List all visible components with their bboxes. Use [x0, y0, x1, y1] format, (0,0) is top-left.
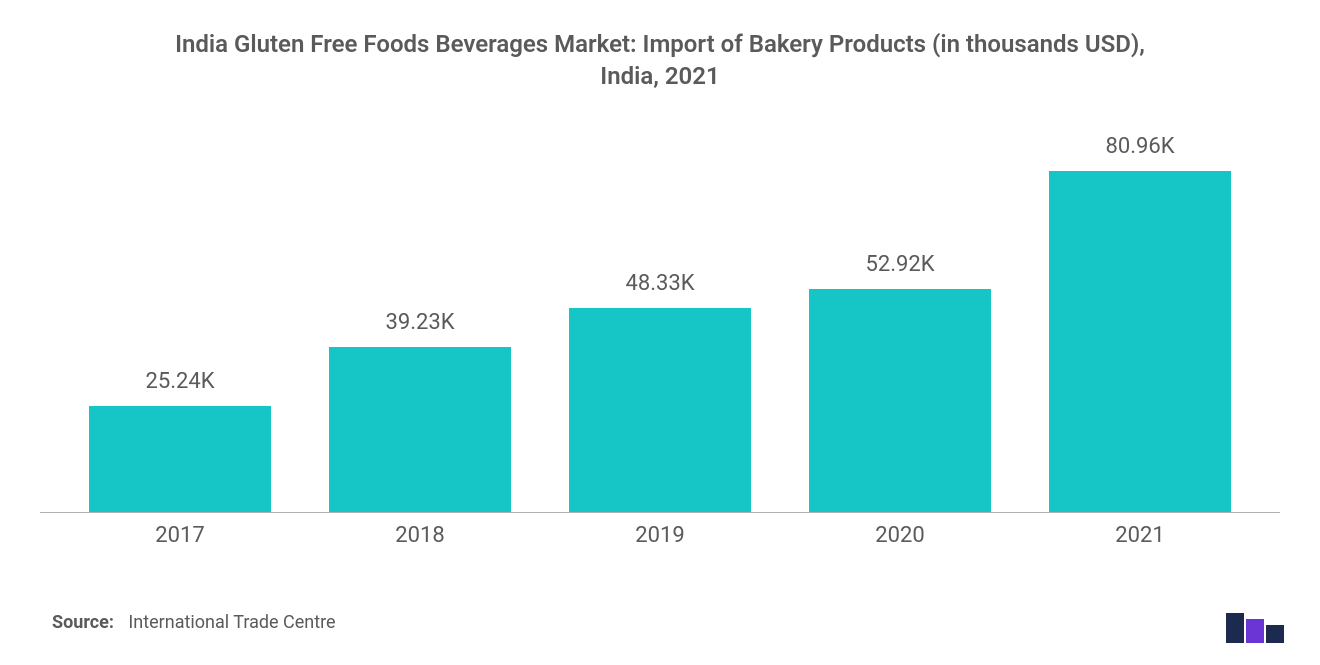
- bar-value-label: 48.33K: [625, 271, 694, 296]
- bar: [569, 308, 751, 512]
- bar-group: 80.96K: [1020, 133, 1260, 512]
- logo-bar-2: [1246, 619, 1264, 643]
- x-axis-label: 2021: [1020, 523, 1260, 548]
- bar-value-label: 80.96K: [1105, 134, 1174, 159]
- source-label: Source:: [52, 612, 114, 633]
- source-line: Source: International Trade Centre: [52, 612, 336, 633]
- logo-bar-1: [1226, 613, 1244, 643]
- bar: [1049, 171, 1231, 512]
- x-axis-label: 2018: [300, 523, 540, 548]
- x-axis-label: 2017: [60, 523, 300, 548]
- x-axis-label: 2020: [780, 523, 1020, 548]
- bar-group: 39.23K: [300, 133, 540, 512]
- bar: [809, 289, 991, 512]
- bar-group: 52.92K: [780, 133, 1020, 512]
- bar-group: 25.24K: [60, 133, 300, 512]
- plot-area: 25.24K 39.23K 48.33K 52.92K 80.96K: [40, 133, 1280, 513]
- bar-group: 48.33K: [540, 133, 780, 512]
- bar: [329, 347, 511, 512]
- bar-value-label: 25.24K: [145, 369, 214, 394]
- x-axis-labels: 20172018201920202021: [40, 513, 1280, 548]
- chart-title-line1: India Gluten Free Foods Beverages Market…: [175, 30, 1145, 58]
- bar-value-label: 39.23K: [385, 310, 454, 335]
- chart-title: India Gluten Free Foods Beverages Market…: [120, 28, 1200, 93]
- brand-logo: [1226, 613, 1284, 643]
- x-axis-label: 2019: [540, 523, 780, 548]
- logo-bar-3: [1266, 625, 1284, 643]
- chart-title-line2: India, 2021: [600, 62, 719, 90]
- bar-value-label: 52.92K: [865, 252, 934, 277]
- bar: [89, 406, 271, 512]
- chart-container: India Gluten Free Foods Beverages Market…: [0, 0, 1320, 665]
- source-text: International Trade Centre: [128, 612, 335, 633]
